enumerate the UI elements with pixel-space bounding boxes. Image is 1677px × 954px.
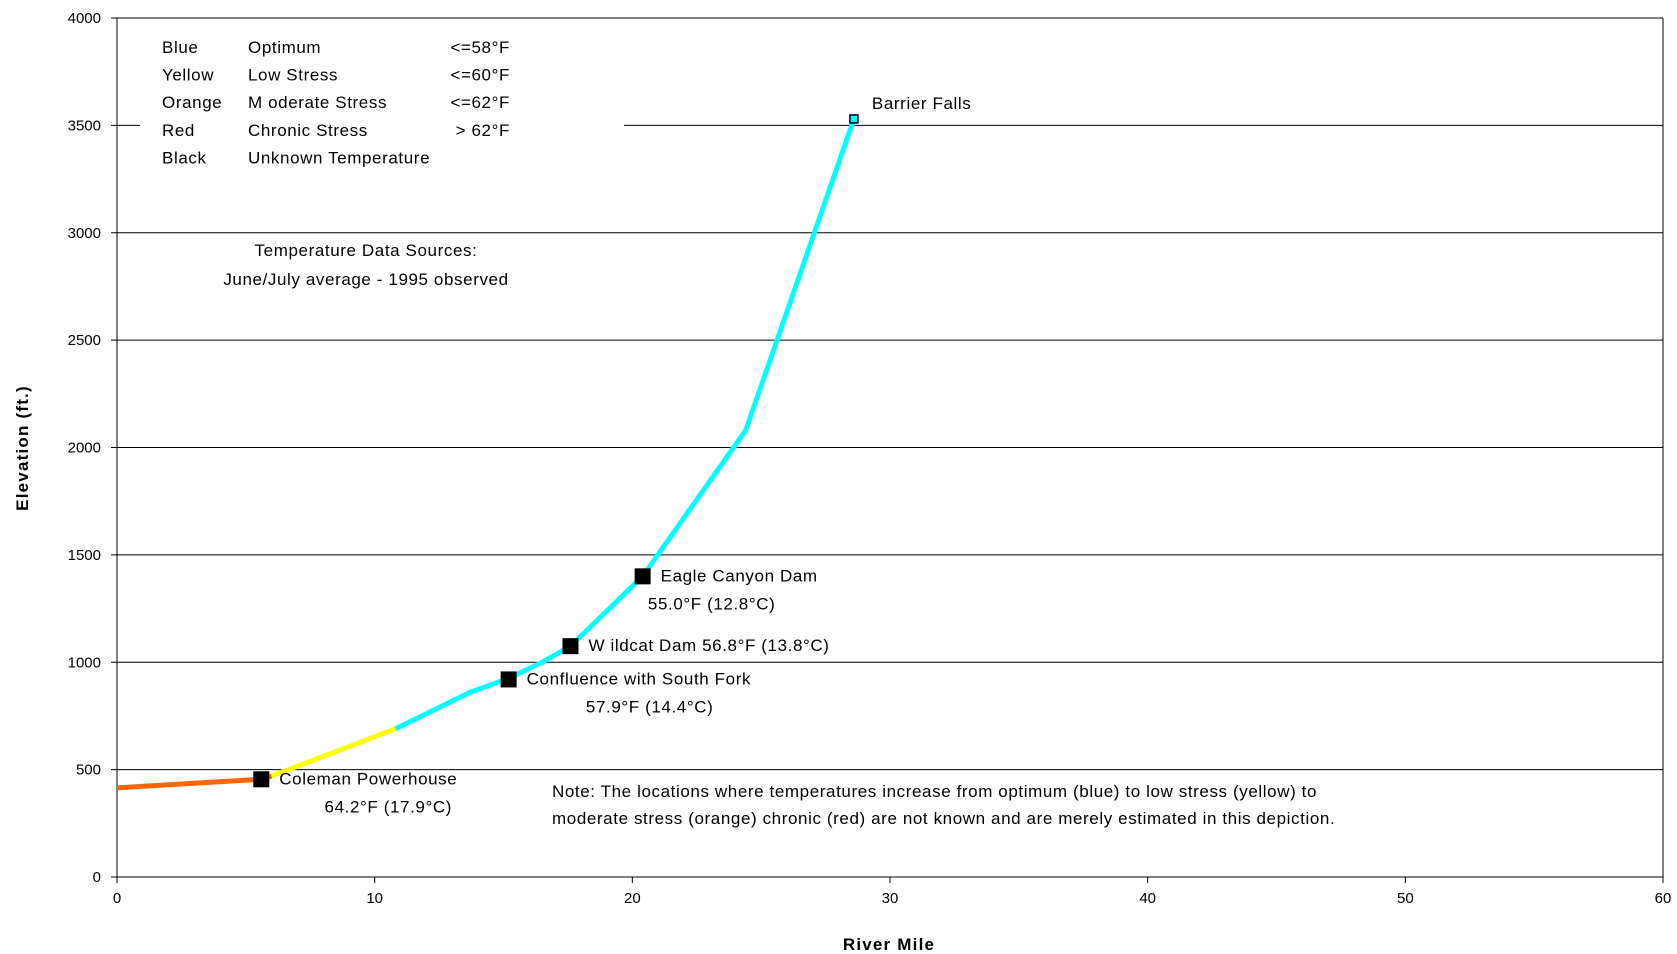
y-tick-label: 3500 [68,117,101,134]
legend-meaning: Optimum [248,38,321,57]
legend-background [140,30,624,170]
x-tick-label: 40 [1139,890,1156,907]
site-temperature: 64.2°F (17.9°C) [325,797,452,816]
site-marker [253,771,270,788]
site-label: W ildcat Dam 56.8°F (13.8°C) [588,636,829,655]
legend: Blue Optimum <=58°F Yellow Low Stress <=60°F… [140,30,624,170]
x-tick-label: 0 [113,890,121,907]
y-tick-label: 500 [76,762,101,779]
series-segment-1 [116,773,273,791]
data-sources: Temperature Data Sources: June/July aver… [223,241,508,289]
series-segment-2 [270,726,397,779]
x-axis-title: River Mile [843,935,935,954]
series-segment-3 [394,118,857,732]
site-label: Coleman Powerhouse [279,769,457,788]
note: Note: The locations where temperatures i… [552,782,1335,828]
site-temperature: 57.9°F (14.4°C) [586,697,713,716]
legend-meaning: M oderate Stress [248,93,387,112]
site-marker [500,671,517,688]
legend-color-name: Orange [162,93,222,112]
legend-range: > 62°F [456,121,510,140]
site-temperature: 55.0°F (12.8°C) [648,594,775,613]
legend-meaning: Chronic Stress [248,121,368,140]
site-marker [634,568,651,585]
legend-range: <=62°F [450,93,510,112]
note-line-1: Note: The locations where temperatures i… [552,782,1317,801]
legend-meaning: Low Stress [248,66,338,85]
site-label: Eagle Canyon Dam [661,566,818,585]
legend-color-name: Black [162,148,207,167]
legend-range: <=60°F [450,66,510,85]
x-tick-label: 20 [624,890,641,907]
legend-meaning: Unknown Temperature [248,148,430,167]
legend-color-name: Yellow [162,66,214,85]
legend-range: <=58°F [450,38,510,57]
legend-color-name: Red [162,121,195,140]
site-marker [562,638,579,655]
y-tick-label: 1500 [68,547,101,564]
y-axis-title: Elevation (ft.) [13,385,32,511]
axes [111,17,1664,883]
y-tick-label: 1000 [68,654,101,671]
sources-title: Temperature Data Sources: [255,241,478,260]
x-tick-label: 10 [366,890,383,907]
legend-color-name: Blue [162,38,198,57]
x-tick-label: 60 [1655,890,1672,907]
site-labels: Coleman Powerhouse 64.2°F (17.9°C) Conflue… [279,94,971,816]
sources-detail: June/July average - 1995 observed [223,270,508,289]
x-tick-labels: 0 10 20 30 40 50 60 [113,890,1672,907]
y-tick-labels: 0 500 1000 1500 2000 2500 3000 3500 4000 [68,10,101,886]
y-tick-label: 2000 [68,440,101,457]
x-tick-label: 50 [1397,890,1414,907]
y-tick-label: 0 [93,869,101,886]
endpoint-label: Barrier Falls [872,94,971,113]
y-tick-label: 3000 [68,225,101,242]
y-tick-label: 2500 [68,332,101,349]
note-line-2: moderate stress (orange) chronic (red) a… [552,809,1335,828]
x-tick-label: 30 [882,890,899,907]
site-markers [253,114,859,788]
endpoint-marker [849,114,859,124]
y-tick-label: 4000 [68,10,101,27]
site-label: Confluence with South Fork [527,669,751,688]
